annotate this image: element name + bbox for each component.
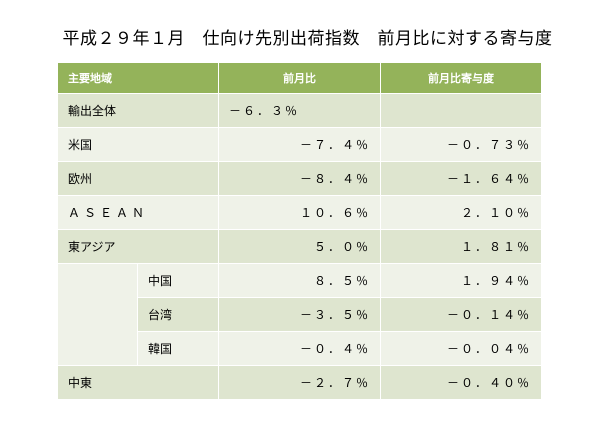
mom-cell: －８．４％ <box>218 161 381 196</box>
mom-cell: －６．３％ <box>218 93 381 128</box>
contribution-cell: －０．０４％ <box>380 331 542 366</box>
page-title: 平成２９年１月 仕向け先別出荷指数 前月比に対する寄与度 <box>62 29 553 49</box>
indent-spacer <box>57 263 138 366</box>
mom-cell: ８．５％ <box>218 263 381 298</box>
table-row: 台湾 －３．５％ －０．１４％ <box>58 297 542 332</box>
region-cell: 韓国 <box>137 331 219 366</box>
table-row: 中国 ８．５％ １．９４％ <box>57 263 542 366</box>
table-row: 東アジア ５．０％ １．８１％ <box>57 229 542 264</box>
contribution-cell: １．８１％ <box>380 229 542 264</box>
mom-cell: －３．５％ <box>218 297 381 332</box>
contribution-cell: １．９４％ <box>380 263 542 298</box>
contribution-cell: －０．１４％ <box>380 297 542 332</box>
mom-cell: １０．６％ <box>218 195 381 230</box>
region-cell: 中国 <box>137 263 219 298</box>
contribution-cell: －０．７３％ <box>380 127 542 162</box>
header-mom: 前月比 <box>218 62 381 94</box>
contribution-cell <box>380 93 542 128</box>
region-cell: 米国 <box>57 127 219 162</box>
region-cell: 中東 <box>57 365 219 400</box>
contribution-cell: －１．６４％ <box>380 161 542 196</box>
table-row: ＡＳＥＡＮ １０．６％ ２．１０％ <box>57 195 542 230</box>
table-header-row: 主要地域 前月比 前月比寄与度 <box>57 62 542 94</box>
contribution-table: 主要地域 前月比 前月比寄与度 輸出全体 －６．３％ 米国 －７．４％ －０．７… <box>57 62 542 400</box>
table-row: 欧州 －８．４％ －１．６４％ <box>57 161 542 196</box>
header-region: 主要地域 <box>57 62 219 94</box>
region-cell: 台湾 <box>137 297 219 332</box>
mom-cell: ５．０％ <box>218 229 381 264</box>
table-row: 韓国 －０．４％ －０．０４％ <box>58 331 542 366</box>
contribution-cell: ２．１０％ <box>380 195 542 230</box>
mom-cell: －０．４％ <box>218 331 381 366</box>
mom-cell: －７．４％ <box>218 127 381 162</box>
contribution-cell: －０．４０％ <box>380 365 542 400</box>
table-row: 米国 －７．４％ －０．７３％ <box>57 127 542 162</box>
mom-cell: －２．７％ <box>218 365 381 400</box>
region-cell: 東アジア <box>57 229 219 264</box>
region-cell: ＡＳＥＡＮ <box>57 195 219 230</box>
region-cell: 欧州 <box>57 161 219 196</box>
table-row: 輸出全体 －６．３％ <box>57 93 542 128</box>
region-cell: 輸出全体 <box>57 93 219 128</box>
header-contribution: 前月比寄与度 <box>380 62 542 94</box>
table-row: 中東 －２．７％ －０．４０％ <box>57 365 542 400</box>
